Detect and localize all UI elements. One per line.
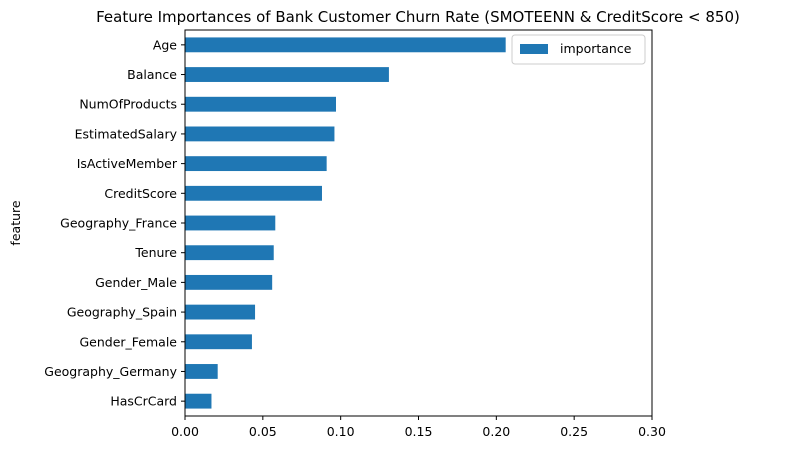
bar-isactivemember bbox=[185, 156, 327, 172]
y-tick-label: Gender_Male bbox=[95, 275, 177, 290]
y-tick-label: Geography_France bbox=[60, 216, 177, 231]
x-tick-label: 0.05 bbox=[249, 424, 277, 439]
chart-title: Feature Importances of Bank Customer Chu… bbox=[96, 8, 740, 26]
x-tick-label: 0.25 bbox=[560, 424, 588, 439]
x-tick-label: 0.15 bbox=[405, 424, 433, 439]
y-tick-label: CreditScore bbox=[104, 186, 177, 201]
bar-geography-france bbox=[185, 215, 276, 231]
y-tick-label: Geography_Germany bbox=[44, 364, 177, 379]
x-tick-label: 0.30 bbox=[638, 424, 666, 439]
bar-balance bbox=[185, 67, 389, 82]
x-axis-ticks: 0.00 0.05 0.10 0.15 0.20 0.25 0.30 bbox=[171, 416, 666, 439]
y-tick-label: EstimatedSalary bbox=[75, 126, 178, 141]
x-tick-label: 0.10 bbox=[327, 424, 355, 439]
y-tick-label: Balance bbox=[127, 67, 177, 82]
y-tick-label: Gender_Female bbox=[79, 334, 177, 349]
bar-hascrcard bbox=[185, 393, 212, 409]
x-tick-label: 0.00 bbox=[171, 424, 199, 439]
legend-label: importance bbox=[560, 41, 632, 56]
plot-frame bbox=[184, 29, 653, 417]
y-tick-label: NumOfProducts bbox=[79, 97, 177, 112]
legend-swatch bbox=[520, 44, 548, 54]
bar-estimatedsalary bbox=[185, 126, 335, 142]
bar-gender-female bbox=[185, 334, 252, 350]
x-tick-label: 0.20 bbox=[482, 424, 510, 439]
y-axis-ticks: Age Balance NumOfProducts EstimatedSalary Is… bbox=[44, 37, 185, 409]
bar-numofproducts bbox=[185, 96, 336, 112]
y-tick-label: Age bbox=[153, 37, 177, 52]
y-tick-label: Tenure bbox=[134, 245, 177, 260]
y-axis-label: feature bbox=[8, 200, 23, 245]
bar-gender-male bbox=[185, 274, 273, 290]
y-tick-label: Geography_Spain bbox=[67, 305, 177, 320]
legend: importance bbox=[511, 34, 646, 65]
bar-tenure bbox=[185, 245, 274, 261]
y-tick-label: IsActiveMember bbox=[77, 156, 178, 171]
bar-creditscore bbox=[185, 185, 322, 201]
bars-layer bbox=[185, 37, 506, 409]
legend-box bbox=[511, 34, 646, 65]
bar-geography-spain bbox=[185, 304, 256, 320]
bar-age bbox=[185, 37, 506, 53]
y-tick-label: HasCrCard bbox=[110, 394, 177, 409]
bar-geography-germany bbox=[185, 364, 218, 379]
